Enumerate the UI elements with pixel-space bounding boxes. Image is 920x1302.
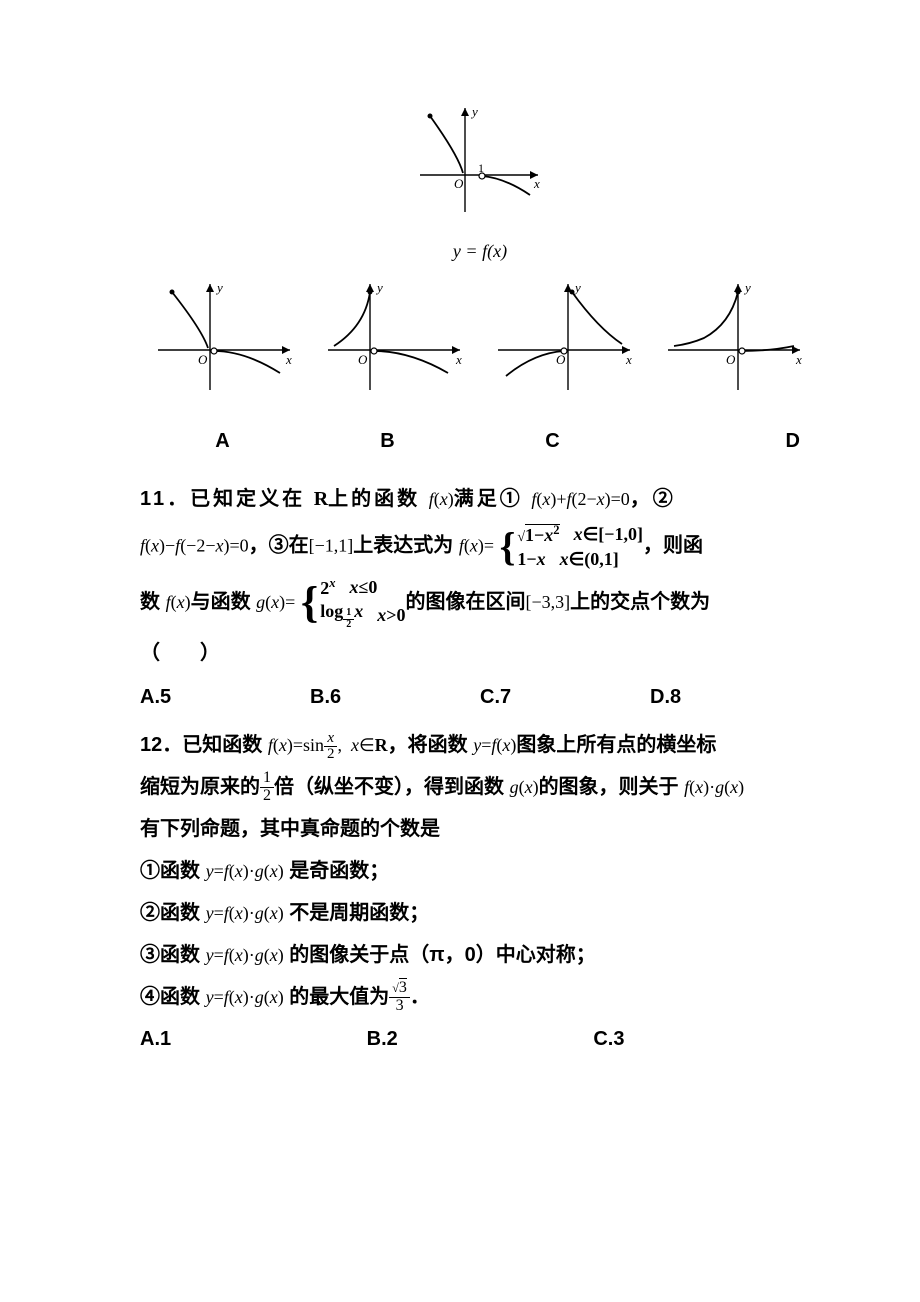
svg-text:x: x bbox=[625, 352, 632, 367]
q12-optC: C.3 bbox=[593, 1020, 820, 1058]
q12-line2: 缩短为原来的12倍（纵坐不变），得到函数 g(x)的图象，则关于 f(x)·g(… bbox=[140, 768, 820, 806]
svg-text:y: y bbox=[743, 280, 751, 295]
svg-text:x: x bbox=[795, 352, 802, 367]
top-graph-caption: y = f(x) bbox=[453, 234, 507, 268]
q12-optA: A.1 bbox=[140, 1020, 367, 1058]
q11-line1: 11．已知定义在 R上的函数 f(x)满足① f(x)+f(2−x)=0，② bbox=[140, 480, 820, 518]
label-D: D bbox=[635, 422, 820, 460]
svg-text:x: x bbox=[455, 352, 462, 367]
svg-text:O: O bbox=[454, 176, 464, 191]
q12-item3: ③函数 y=f(x)·g(x) 的图像关于点（π，0）中心对称； bbox=[140, 936, 820, 974]
top-graph: O 1 x y bbox=[410, 100, 550, 220]
q12-item1: ①函数 y=f(x)·g(x) 是奇函数； bbox=[140, 852, 820, 890]
q12-options: A.1 B.2 C.3 bbox=[140, 1020, 820, 1058]
svg-text:O: O bbox=[726, 352, 736, 367]
label-A: A bbox=[140, 422, 305, 460]
q11-number: 11． bbox=[140, 488, 190, 510]
q11-optB: B.6 bbox=[310, 678, 480, 716]
option-graph-B: O x y bbox=[320, 278, 470, 398]
top-graph-block: O 1 x y y = f(x) bbox=[140, 100, 820, 268]
svg-text:O: O bbox=[358, 352, 368, 367]
option-graph-A: O x y bbox=[150, 278, 300, 398]
svg-text:1: 1 bbox=[478, 161, 484, 175]
q11-paren: （ ） bbox=[140, 634, 820, 672]
q11-piecewise-f: { √1−x2x∈[−1,0] 1−xx∈(0,1] bbox=[500, 522, 643, 571]
q11-line2: f(x)−f(−2−x)=0，③在[−1,1]上表达式为 f(x)= { √1−… bbox=[140, 522, 820, 571]
label-B: B bbox=[305, 422, 470, 460]
q11-optA: A.5 bbox=[140, 678, 310, 716]
svg-text:O: O bbox=[556, 352, 566, 367]
svg-text:y: y bbox=[215, 280, 223, 295]
q12-item2: ②函数 y=f(x)·g(x) 不是周期函数； bbox=[140, 894, 820, 932]
svg-text:x: x bbox=[533, 176, 540, 191]
svg-text:y: y bbox=[470, 104, 478, 119]
q11-optD: D.8 bbox=[650, 678, 820, 716]
svg-text:O: O bbox=[198, 352, 208, 367]
graph-labels: A B C D bbox=[140, 422, 820, 460]
q12-item4: ④函数 y=f(x)·g(x) 的最大值为√33． bbox=[140, 978, 820, 1016]
svg-text:y: y bbox=[375, 280, 383, 295]
q11-options: A.5 B.6 C.7 D.8 bbox=[140, 678, 820, 716]
svg-text:y: y bbox=[573, 280, 581, 295]
q11-line3: 数 f(x)与函数 g(x)= { 2xx≤0 log12xx>0 的图像在区间… bbox=[140, 575, 820, 630]
q11-piecewise-g: { 2xx≤0 log12xx>0 bbox=[301, 575, 406, 630]
option-graph-D: O x y bbox=[660, 278, 810, 398]
q12-line3: 有下列命题，其中真命题的个数是 bbox=[140, 810, 820, 848]
q12-line1: 12．已知函数 f(x)=sinx2, x∈R，将函数 y=f(x)图象上所有点… bbox=[140, 726, 820, 764]
q12-optB: B.2 bbox=[367, 1020, 594, 1058]
option-graphs-row: O x y O x y bbox=[140, 278, 820, 398]
q12-number: 12． bbox=[140, 734, 182, 756]
label-C: C bbox=[470, 422, 635, 460]
q11-optC: C.7 bbox=[480, 678, 650, 716]
option-graph-C: O x y bbox=[490, 278, 640, 398]
svg-text:x: x bbox=[285, 352, 292, 367]
